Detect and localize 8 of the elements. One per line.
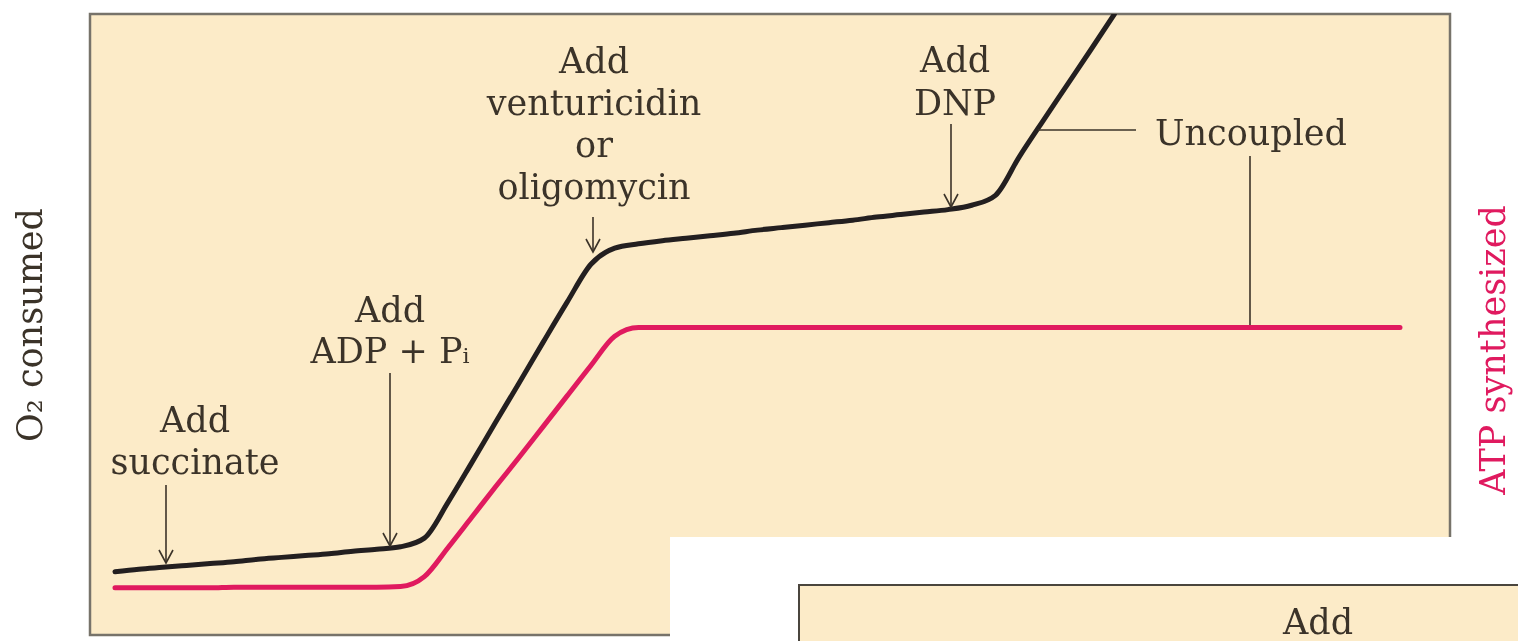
- y-axis-title: O₂ consumed: [10, 208, 50, 442]
- y2-axis-title: ATP synthesized: [1473, 205, 1513, 496]
- annotation: Add ADP + Pᵢ: [309, 290, 470, 371]
- annotation: Add: [1281, 602, 1354, 641]
- annotation: Add venturicidin or oligomycin: [485, 41, 702, 207]
- annotation: Add DNP: [913, 40, 997, 123]
- annotation: Add succinate: [110, 400, 280, 482]
- annotation: Uncoupled: [1155, 113, 1347, 153]
